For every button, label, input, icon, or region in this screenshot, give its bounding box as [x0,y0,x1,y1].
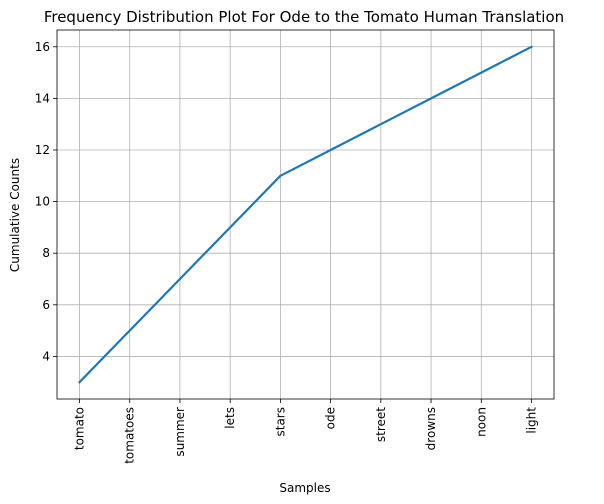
x-tick-label: noon [474,407,488,437]
y-axis-ticks: 4 6 8 10 12 14 16 [35,40,57,363]
y-tick-label: 6 [42,298,50,312]
x-tick-label: lets [223,407,237,429]
y-tick-label: 4 [42,349,50,363]
y-tick-label: 10 [35,195,50,209]
y-axis-label: Cumulative Counts [8,158,22,272]
y-tick-label: 14 [35,91,50,105]
x-tick-label: tomatoes [123,407,137,464]
x-tick-label: tomato [73,407,87,450]
x-axis-label: Samples [279,481,330,495]
x-axis-ticks: tomato tomatoes summer lets stars ode street dr… [73,399,539,464]
x-tick-label: ode [324,407,338,429]
series-layer [77,45,533,384]
x-tick-label: street [374,407,388,442]
series-line [77,45,533,384]
chart-title: Frequency Distribution Plot For Ode to t… [44,8,564,26]
x-tick-label: light [525,407,539,434]
y-tick-label: 16 [35,40,50,54]
y-tick-label: 12 [35,143,50,157]
plot-frame [56,29,555,400]
grid-lines [57,30,554,399]
y-tick-label: 8 [42,246,50,260]
x-tick-label: stars [273,407,287,437]
x-tick-label: drowns [424,407,438,450]
x-tick-label: summer [173,407,187,457]
